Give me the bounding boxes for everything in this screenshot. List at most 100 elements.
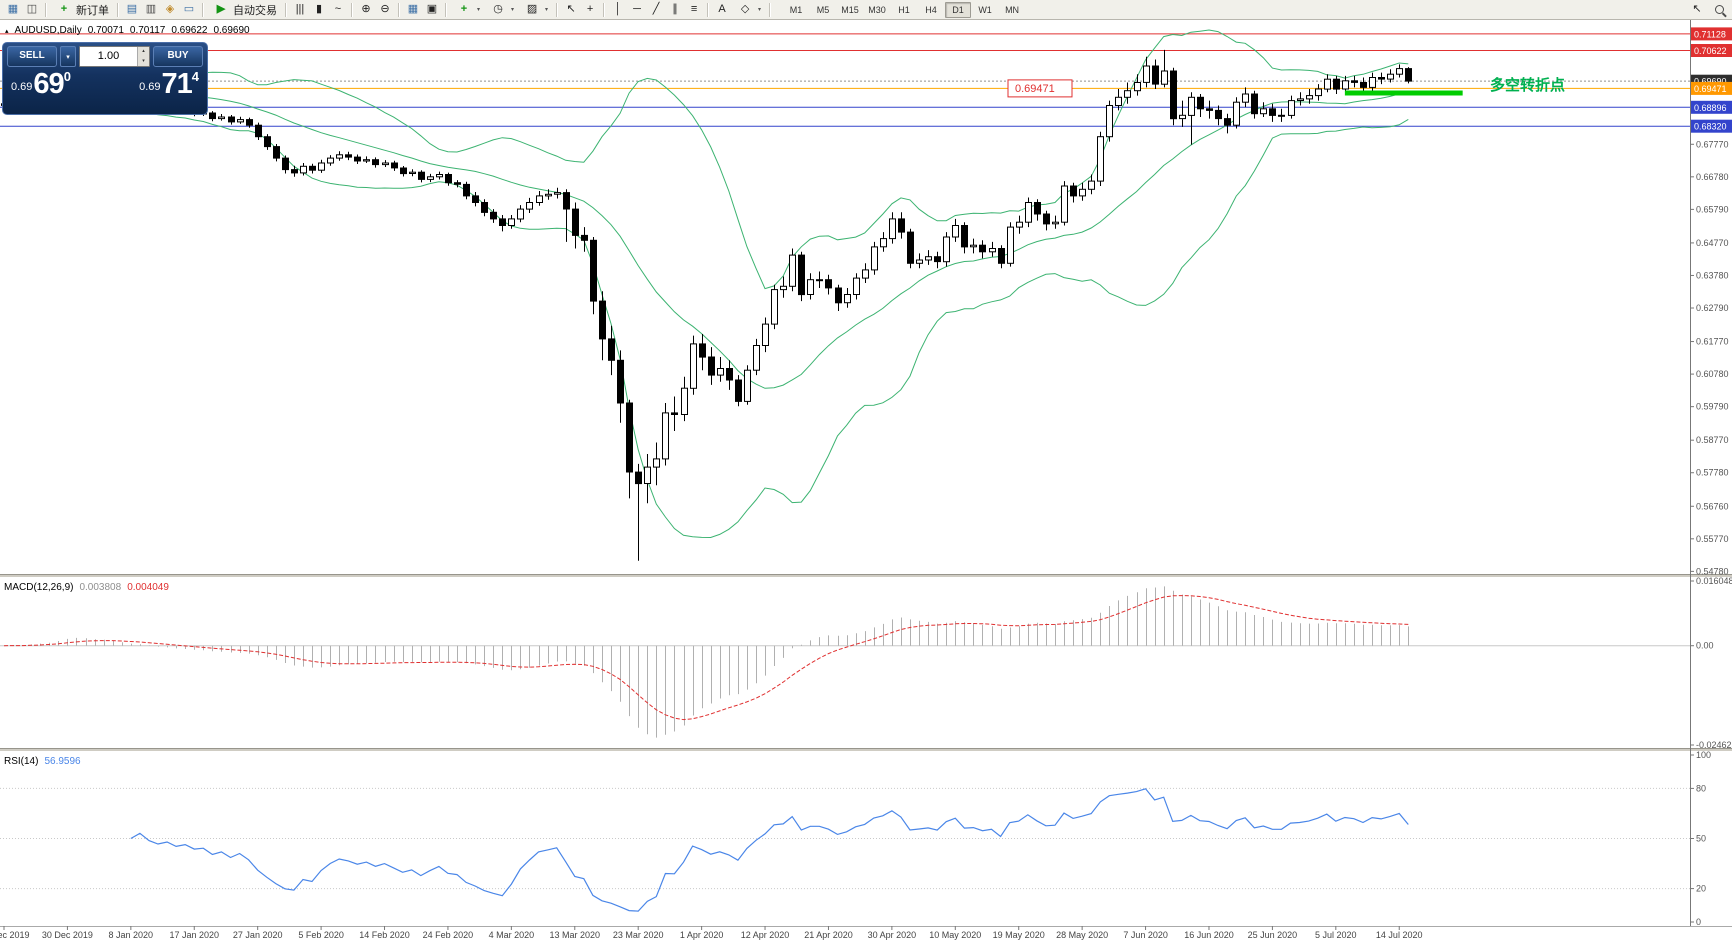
timeframe-m30[interactable]: M30 bbox=[868, 4, 886, 15]
rsi-axis-label: 80 bbox=[1696, 783, 1706, 793]
template-icon: ▨ bbox=[526, 3, 538, 15]
candle bbox=[517, 208, 524, 220]
candle bbox=[979, 244, 986, 253]
horizontal-line-icon[interactable]: ─ bbox=[633, 3, 641, 15]
tile-windows-icon[interactable]: ▦ bbox=[407, 3, 419, 15]
rsi-line bbox=[130, 788, 1409, 912]
turning-point-label[interactable]: 多空转折点 bbox=[1490, 76, 1565, 94]
price-tag bbox=[1691, 81, 1732, 95]
candle bbox=[1297, 98, 1304, 102]
timeframe-m5[interactable]: M5 bbox=[816, 4, 830, 15]
volume-up-button[interactable]: ▴ bbox=[138, 47, 149, 57]
sell-price[interactable]: 0.69 69 0 bbox=[11, 69, 71, 99]
terminal-icon[interactable]: ▭ bbox=[183, 3, 195, 15]
timeframe-d1[interactable]: D1 bbox=[945, 1, 972, 18]
timeframe-mn[interactable]: MN bbox=[1005, 4, 1020, 15]
toolbar-separator bbox=[351, 2, 353, 17]
candle bbox=[726, 368, 733, 381]
buy-price[interactable]: 0.69 71 4 bbox=[139, 68, 199, 101]
macd-axis-label: -0.024625 bbox=[1696, 740, 1732, 750]
new-order-button[interactable]: + 新订单 bbox=[51, 1, 113, 19]
date-label: 25 Jun 2020 bbox=[1248, 930, 1298, 940]
volume-input[interactable] bbox=[80, 47, 137, 64]
candle bbox=[717, 368, 724, 376]
date-label: 21 Apr 2020 bbox=[804, 930, 853, 940]
candle bbox=[1079, 188, 1086, 197]
search-icon[interactable] bbox=[1710, 2, 1728, 18]
candle bbox=[681, 387, 688, 416]
line-chart-icon[interactable]: ~ bbox=[334, 3, 342, 15]
timeframe-w1[interactable]: W1 bbox=[978, 4, 992, 15]
candle bbox=[1278, 114, 1285, 117]
candle bbox=[536, 195, 543, 203]
hline-label-box[interactable] bbox=[1007, 79, 1073, 98]
trendline-icon[interactable]: ╱ bbox=[652, 3, 660, 15]
magnifier-glyph bbox=[1714, 5, 1724, 14]
ohlc-open: 0.70071 bbox=[87, 25, 124, 36]
date-label: 8 Jan 2020 bbox=[109, 930, 154, 940]
volume-down-button[interactable]: ▾ bbox=[138, 56, 149, 66]
candle bbox=[708, 356, 715, 376]
timeframe-m1[interactable]: M1 bbox=[789, 4, 803, 15]
candle bbox=[255, 124, 262, 138]
auto-trading-button[interactable]: ▶ 自动交易 bbox=[208, 1, 281, 19]
periods-button[interactable]: ◷ ▾ bbox=[485, 1, 518, 19]
timeframe-h4[interactable]: H4 bbox=[925, 4, 937, 15]
candle bbox=[735, 379, 742, 402]
candle bbox=[209, 112, 216, 120]
cursor-icon[interactable]: ↖ bbox=[566, 3, 576, 15]
zoom-out-icon[interactable]: ⊖ bbox=[380, 3, 390, 15]
candle bbox=[545, 193, 552, 197]
candle bbox=[943, 236, 950, 263]
buy-price-small: 0.69 bbox=[139, 81, 161, 93]
candle bbox=[1007, 226, 1014, 264]
svg-text:0.70622: 0.70622 bbox=[1694, 46, 1727, 56]
buy-button[interactable]: BUY bbox=[153, 46, 203, 67]
candle bbox=[671, 412, 678, 415]
sell-price-small: 0.69 bbox=[11, 81, 33, 93]
text-tool-icon[interactable]: A bbox=[718, 3, 726, 15]
candle bbox=[336, 154, 343, 159]
navigator-icon[interactable]: ◈ bbox=[165, 3, 175, 15]
chart-preview-icon[interactable]: ◫ bbox=[26, 3, 38, 15]
templates-button[interactable]: ▨ ▾ bbox=[519, 1, 552, 19]
candle bbox=[816, 279, 823, 282]
channel-icon[interactable]: ∥ bbox=[672, 3, 678, 15]
shapes-button[interactable]: ◇ ▾ bbox=[732, 1, 765, 19]
crosshair-icon[interactable]: + bbox=[586, 3, 594, 15]
market-watch-icon[interactable]: ▤ bbox=[126, 3, 138, 15]
svg-text:0.68896: 0.68896 bbox=[1694, 103, 1727, 113]
arrange-windows-icon[interactable]: ▣ bbox=[426, 3, 438, 15]
panel-separator[interactable] bbox=[0, 748, 1732, 751]
chart-window-icon[interactable]: ▦ bbox=[7, 3, 19, 15]
candlestick-chart-icon[interactable]: ▮ bbox=[315, 3, 323, 15]
price-axis-label: 0.55770 bbox=[1696, 534, 1729, 544]
volume-preset-button[interactable]: ▾ bbox=[60, 46, 76, 67]
timeframe-h1[interactable]: H1 bbox=[898, 4, 910, 15]
panel-separator[interactable] bbox=[0, 574, 1732, 577]
bar-chart-icon[interactable]: ||| bbox=[295, 3, 305, 15]
candle bbox=[907, 231, 914, 264]
sell-button[interactable]: SELL bbox=[7, 46, 57, 67]
price-tag bbox=[1691, 44, 1732, 57]
candle bbox=[463, 183, 470, 197]
volume-control: ▴ ▾ bbox=[79, 46, 150, 67]
candle bbox=[853, 277, 860, 296]
candle bbox=[327, 157, 334, 164]
rsi-axis-label: 100 bbox=[1696, 750, 1711, 760]
buy-price-big: 71 bbox=[161, 68, 193, 101]
vertical-line-icon[interactable]: │ bbox=[614, 3, 622, 15]
candle bbox=[436, 174, 443, 178]
candle bbox=[363, 159, 370, 162]
candle bbox=[970, 244, 977, 248]
indicators-button[interactable]: + ▾ bbox=[451, 1, 484, 19]
candle bbox=[1106, 105, 1113, 138]
zoom-in-icon[interactable]: ⊕ bbox=[361, 3, 371, 15]
timeframe-m15[interactable]: M15 bbox=[841, 4, 859, 15]
candle bbox=[454, 182, 461, 185]
main-chart-layer bbox=[0, 29, 1690, 561]
fibonacci-icon[interactable]: ≡ bbox=[690, 3, 698, 15]
data-window-icon[interactable]: ▥ bbox=[145, 3, 157, 15]
pointer-icon[interactable]: ↖ bbox=[1692, 3, 1702, 15]
